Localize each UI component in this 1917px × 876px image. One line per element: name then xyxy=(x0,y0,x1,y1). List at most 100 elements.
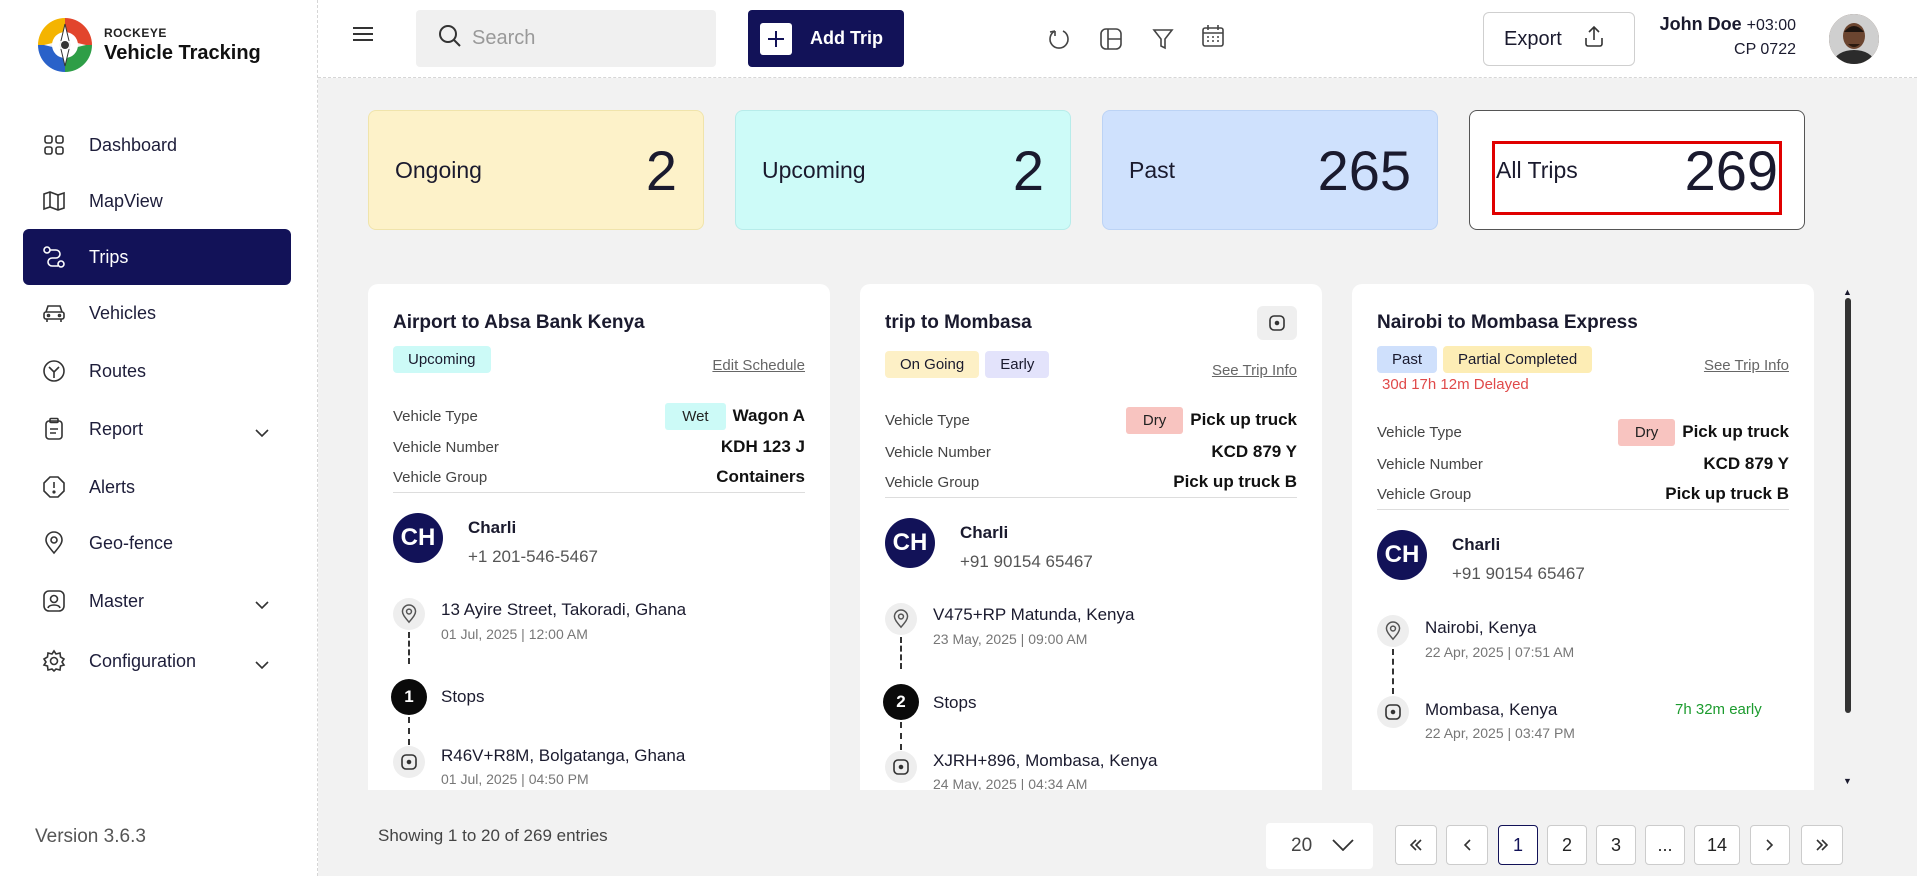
sidebar-item-dashboard[interactable]: Dashboard xyxy=(23,117,291,173)
field-label: Vehicle Group xyxy=(1377,485,1472,503)
brand-logo[interactable]: ROCKEYE Vehicle Tracking xyxy=(34,14,261,76)
stat-ongoing[interactable]: Ongoing 2 xyxy=(368,110,704,230)
chevron-down-icon[interactable] xyxy=(255,593,269,614)
vehicle-type-value: Pick up truck xyxy=(1682,422,1789,441)
field-label: Vehicle Type xyxy=(393,407,478,425)
edit-schedule-link[interactable]: Edit Schedule xyxy=(712,357,805,374)
sidebar-item-vehicles[interactable]: Vehicles xyxy=(23,285,291,341)
vehicle-group-row: Vehicle Group Pick up truck B xyxy=(1377,479,1789,509)
trip-card[interactable]: Nairobi to Mombasa Express Past Partial … xyxy=(1352,284,1814,790)
sidebar-item-geofence[interactable]: Geo-fence xyxy=(23,515,291,571)
search-icon xyxy=(438,24,462,53)
chevron-down-icon[interactable] xyxy=(255,653,269,674)
sidebar-item-trips[interactable]: Trips xyxy=(23,229,291,285)
scroll-up-icon[interactable]: ▲ xyxy=(1843,287,1852,297)
location-pin-icon xyxy=(885,603,917,635)
origin-address: 13 Ayire Street, Takoradi, Ghana xyxy=(441,600,687,619)
export-button[interactable]: Export xyxy=(1483,12,1635,66)
entries-summary: Showing 1 to 20 of 269 entries xyxy=(378,826,608,845)
driver-phone: +1 201-546-5467 xyxy=(468,547,598,566)
vehicle-group-row: Vehicle Group Pick up truck B xyxy=(885,467,1297,497)
sidebar-item-label: Dashboard xyxy=(89,134,178,155)
route-line xyxy=(900,722,902,750)
gear-icon xyxy=(42,649,66,673)
vehicle-type-tag: Dry xyxy=(1125,406,1184,434)
prev-page-button[interactable] xyxy=(1446,825,1488,865)
status-badge: On Going xyxy=(885,351,980,378)
destination-address: XJRH+896, Mombasa, Kenya xyxy=(933,751,1158,770)
menu-toggle-icon[interactable] xyxy=(353,26,373,47)
origin-date: 22 Apr, 2025 | 07:51 AM xyxy=(1425,644,1575,660)
stops-label: Stops xyxy=(933,693,977,712)
page-button-14[interactable]: 14 xyxy=(1694,825,1740,865)
see-trip-info-link[interactable]: See Trip Info xyxy=(1703,357,1789,374)
driver-name: Charli xyxy=(960,523,1009,542)
sidebar-item-label: Routes xyxy=(89,360,147,381)
destination-icon xyxy=(393,746,425,778)
chevron-down-icon[interactable] xyxy=(255,421,269,442)
refresh-icon[interactable] xyxy=(1046,26,1072,52)
page-button-1[interactable]: 1 xyxy=(1498,825,1538,865)
see-trip-info-link[interactable]: See Trip Info xyxy=(1211,362,1297,379)
status-badge: Early xyxy=(985,351,1050,378)
next-page-button[interactable] xyxy=(1750,825,1790,865)
stops-count: 1 xyxy=(391,679,427,715)
search-input[interactable] xyxy=(472,27,692,50)
first-page-button[interactable] xyxy=(1395,825,1437,865)
stat-upcoming[interactable]: Upcoming 2 xyxy=(735,110,1071,230)
trip-card[interactable]: Airport to Absa Bank Kenya Upcoming Edit… xyxy=(368,284,830,790)
trip-title: trip to Mombasa xyxy=(885,312,1032,333)
trip-action-icon[interactable] xyxy=(1257,306,1297,340)
filter-icon[interactable] xyxy=(1150,26,1176,52)
field-label: Vehicle Number xyxy=(1377,455,1483,473)
per-page-select[interactable]: 20 xyxy=(1266,823,1373,869)
stat-all-trips[interactable]: All Trips 269 xyxy=(1469,110,1805,230)
search-box[interactable] xyxy=(416,10,716,67)
location-pin-icon xyxy=(393,598,425,630)
route-line xyxy=(408,717,410,745)
sidebar-item-report[interactable]: Report xyxy=(23,401,291,457)
sidebar-item-label: Geo-fence xyxy=(89,532,174,553)
clipboard-icon xyxy=(42,417,66,441)
sidebar-item-label: Report xyxy=(89,418,144,439)
brand-line1: ROCKEYE xyxy=(104,25,167,40)
field-label: Vehicle Type xyxy=(1377,423,1462,441)
sidebar-item-routes[interactable]: Routes xyxy=(23,343,291,399)
double-chevron-left-icon xyxy=(1409,835,1423,856)
vehicle-type-tag: Dry xyxy=(1617,418,1676,446)
add-trip-button[interactable]: Add Trip xyxy=(748,10,904,67)
routes-icon xyxy=(42,359,66,383)
page-button-2[interactable]: 2 xyxy=(1547,825,1587,865)
sidebar-item-master[interactable]: Master xyxy=(23,573,291,629)
destination-date: 24 May, 2025 | 04:34 AM xyxy=(933,776,1088,790)
divider xyxy=(1377,509,1789,510)
user-info[interactable]: John Doe +03:00 CP 0722 xyxy=(1638,14,1868,59)
avatar[interactable] xyxy=(1829,14,1879,64)
sidebar-item-mapview[interactable]: MapView xyxy=(23,173,291,229)
last-page-button[interactable] xyxy=(1801,825,1843,865)
user-code: CP 0722 xyxy=(1734,41,1796,58)
status-badge: Past xyxy=(1377,346,1438,373)
location-pin-icon xyxy=(1377,615,1409,647)
map-icon xyxy=(42,189,66,213)
stat-past[interactable]: Past 265 xyxy=(1102,110,1438,230)
layout-icon[interactable] xyxy=(1098,26,1124,52)
page-button-3[interactable]: 3 xyxy=(1596,825,1636,865)
sidebar-item-label: Configuration xyxy=(89,650,197,671)
vehicle-number-row: Vehicle Number KDH 123 J xyxy=(393,432,805,462)
top-header: Add Trip Export John Doe +03:00 CP 0722 xyxy=(318,0,1917,78)
calendar-icon[interactable] xyxy=(1200,23,1226,49)
trip-card[interactable]: trip to Mombasa On Going Early See Trip … xyxy=(860,284,1322,790)
destination-address: Mombasa, Kenya xyxy=(1425,700,1558,719)
stat-value: 269 xyxy=(1684,138,1778,202)
sidebar-item-label: Vehicles xyxy=(89,302,157,323)
divider xyxy=(885,497,1297,498)
vehicle-number-value: KCD 879 Y xyxy=(1211,442,1297,461)
sidebar-item-alerts[interactable]: Alerts xyxy=(23,459,291,515)
car-icon xyxy=(42,301,66,325)
scrollbar-thumb[interactable] xyxy=(1845,298,1851,713)
scroll-down-icon[interactable]: ▼ xyxy=(1843,776,1852,786)
sidebar-item-configuration[interactable]: Configuration xyxy=(23,633,291,689)
driver-phone: +91 90154 65467 xyxy=(960,552,1093,571)
vehicle-type-row: Vehicle Type Wet Wagon A xyxy=(393,401,805,431)
